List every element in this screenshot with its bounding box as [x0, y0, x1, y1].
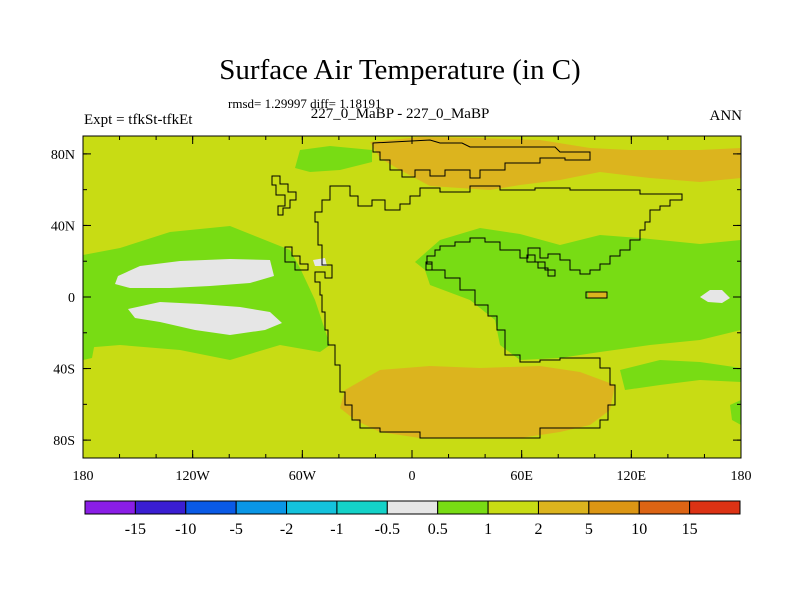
- coastline-east-bay: [526, 254, 556, 277]
- colorbar-swatch: [689, 500, 741, 515]
- season-label: ANN: [709, 108, 743, 124]
- y-tick-label: 80S: [53, 434, 75, 449]
- field-neutral-spot: [313, 258, 327, 266]
- field-warm-southern: [340, 366, 615, 438]
- colorbar-swatch: [84, 500, 136, 515]
- x-tick-label: 120E: [617, 469, 647, 484]
- colorbar-swatch: [235, 500, 288, 515]
- colorbar-swatch: [437, 500, 489, 515]
- colorbar-label: -10: [175, 521, 196, 538]
- colorbar-label: 15: [682, 521, 698, 538]
- colorbar-swatch: [487, 500, 539, 515]
- continent-outlines: [271, 139, 683, 439]
- colorbar-swatch: [386, 500, 439, 515]
- colorbar-label: 5: [585, 521, 593, 538]
- coastline-east-island: [585, 291, 608, 299]
- coastline-inland-sea: [425, 261, 433, 271]
- colorbar-swatch: [286, 500, 338, 515]
- colorbar-label: -0.5: [375, 521, 400, 538]
- case-label: 227_0_MaBP - 227_0_MaBP: [310, 106, 490, 122]
- colorbar-label: 2: [534, 521, 542, 538]
- field-warm-small: [588, 292, 607, 298]
- temperature-field: [83, 136, 741, 458]
- field-cool-north-band: [295, 146, 372, 172]
- experiment-label: Expt = tfkSt-tfkEt: [84, 112, 193, 128]
- colorbar-label: -1: [330, 521, 343, 538]
- coastline-west-peninsula: [284, 246, 309, 271]
- field-neutral-north: [115, 259, 274, 288]
- colorbar-swatch: [185, 500, 237, 515]
- stats-line: rmsd= 1.29997 diff= 1.18191: [228, 96, 382, 111]
- colorbar-swatch: [134, 500, 187, 515]
- x-tick-label: 0: [409, 469, 416, 484]
- x-tick-label: 60W: [289, 469, 317, 484]
- field-warm-arctic: [370, 137, 741, 190]
- colorbar-label: -2: [280, 521, 293, 538]
- colorbar-swatch: [336, 500, 388, 515]
- y-tick-label: 0: [68, 291, 75, 306]
- x-tick-label: 180: [731, 469, 752, 484]
- x-axis-tick-labels: 180 120W 60W 0 60E 120E 180: [73, 469, 752, 484]
- x-tick-label: 60E: [510, 469, 533, 484]
- field-neutral-south: [128, 302, 282, 335]
- colorbar-label: 10: [631, 521, 647, 538]
- colorbar-swatch: [588, 500, 640, 515]
- colorbar-label: 0.5: [428, 521, 448, 538]
- coastline-greenland: [372, 139, 591, 179]
- field-cool-west-edge: [83, 342, 95, 360]
- x-tick-label: 180: [73, 469, 94, 484]
- x-tick-label: 120W: [176, 469, 211, 484]
- colorbar-labels: -15 -10 -5 -2 -1 -0.5 0.5 1 2 5 10 15: [125, 521, 698, 538]
- y-tick-label: 40S: [53, 363, 75, 378]
- colorbar-swatch: [638, 500, 691, 515]
- colorbar-label: -5: [229, 521, 242, 538]
- colorbar-swatch: [537, 500, 590, 515]
- y-tick-label: 40N: [51, 219, 75, 234]
- coastline-northwest-islands: [271, 175, 297, 216]
- colorbar-label: -15: [125, 521, 146, 538]
- coastline-main: [314, 185, 683, 439]
- colorbar: [84, 500, 741, 515]
- field-neutral-east: [700, 290, 730, 303]
- page-title: Surface Air Temperature (in C): [219, 54, 581, 86]
- colorbar-label: 1: [484, 521, 492, 538]
- field-cool-east-edge: [730, 400, 741, 425]
- y-tick-label: 80N: [51, 148, 75, 163]
- axis-ticks: [82, 136, 742, 458]
- y-axis-tick-labels: 80N 40N 0 40S 80S: [51, 148, 75, 449]
- field-cool-southeast: [620, 360, 741, 390]
